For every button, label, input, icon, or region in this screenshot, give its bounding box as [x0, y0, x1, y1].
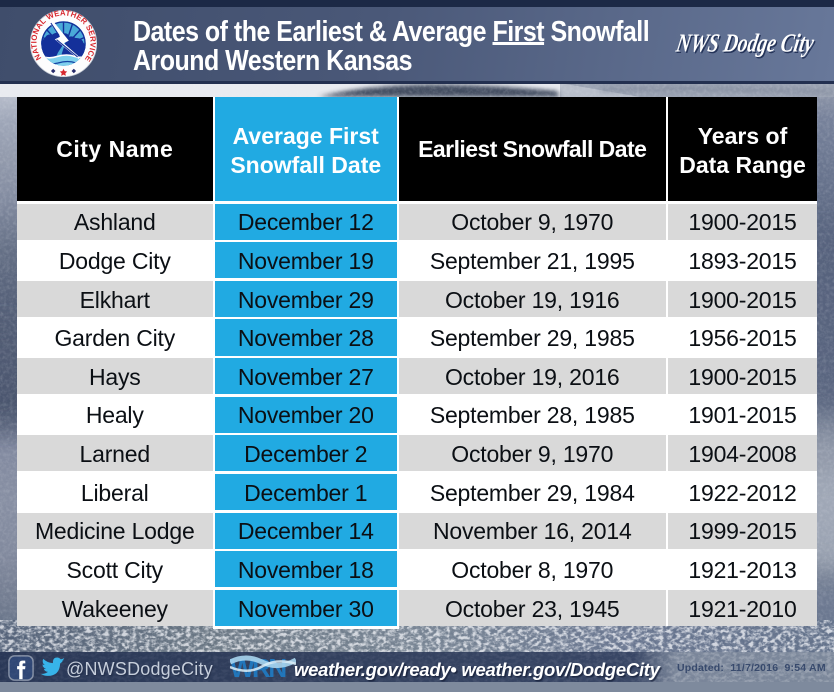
svg-text:NWS Dodge City: NWS Dodge City — [673, 29, 816, 58]
svg-text:NWS Dodge City: NWS Dodge City — [675, 30, 818, 59]
